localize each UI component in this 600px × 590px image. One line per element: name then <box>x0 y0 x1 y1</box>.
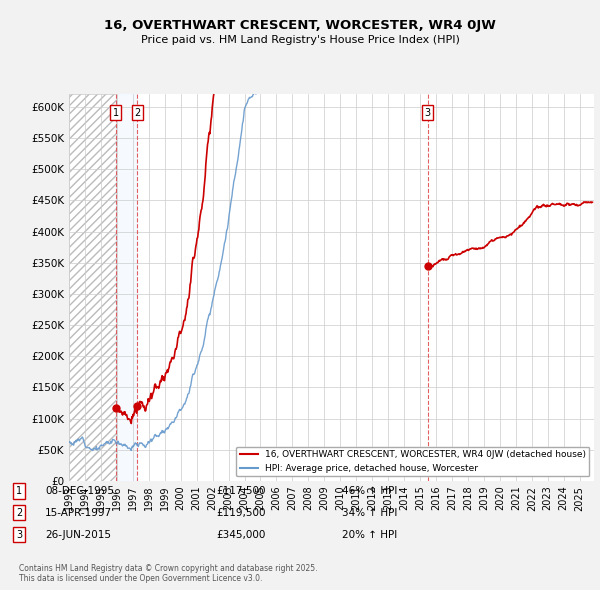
Text: 34% ↑ HPI: 34% ↑ HPI <box>342 508 397 517</box>
Text: 1: 1 <box>16 486 22 496</box>
Text: 3: 3 <box>16 530 22 539</box>
Text: 2: 2 <box>16 508 22 517</box>
Legend: 16, OVERTHWART CRESCENT, WORCESTER, WR4 0JW (detached house), HPI: Average price: 16, OVERTHWART CRESCENT, WORCESTER, WR4 … <box>236 447 589 476</box>
Text: £345,000: £345,000 <box>216 530 265 539</box>
Text: 2: 2 <box>134 108 140 118</box>
Text: 1: 1 <box>113 108 119 118</box>
Text: 08-DEC-1995: 08-DEC-1995 <box>45 486 114 496</box>
Text: 20% ↑ HPI: 20% ↑ HPI <box>342 530 397 539</box>
Text: 46% ↑ HPI: 46% ↑ HPI <box>342 486 397 496</box>
Text: 3: 3 <box>425 108 431 118</box>
Text: £119,500: £119,500 <box>216 508 265 517</box>
Text: Price paid vs. HM Land Registry's House Price Index (HPI): Price paid vs. HM Land Registry's House … <box>140 35 460 45</box>
Text: 16, OVERTHWART CRESCENT, WORCESTER, WR4 0JW: 16, OVERTHWART CRESCENT, WORCESTER, WR4 … <box>104 19 496 32</box>
Text: £117,500: £117,500 <box>216 486 265 496</box>
Text: 15-APR-1997: 15-APR-1997 <box>45 508 112 517</box>
Bar <box>116 94 137 481</box>
Text: 26-JUN-2015: 26-JUN-2015 <box>45 530 111 539</box>
Text: Contains HM Land Registry data © Crown copyright and database right 2025.
This d: Contains HM Land Registry data © Crown c… <box>19 563 318 583</box>
